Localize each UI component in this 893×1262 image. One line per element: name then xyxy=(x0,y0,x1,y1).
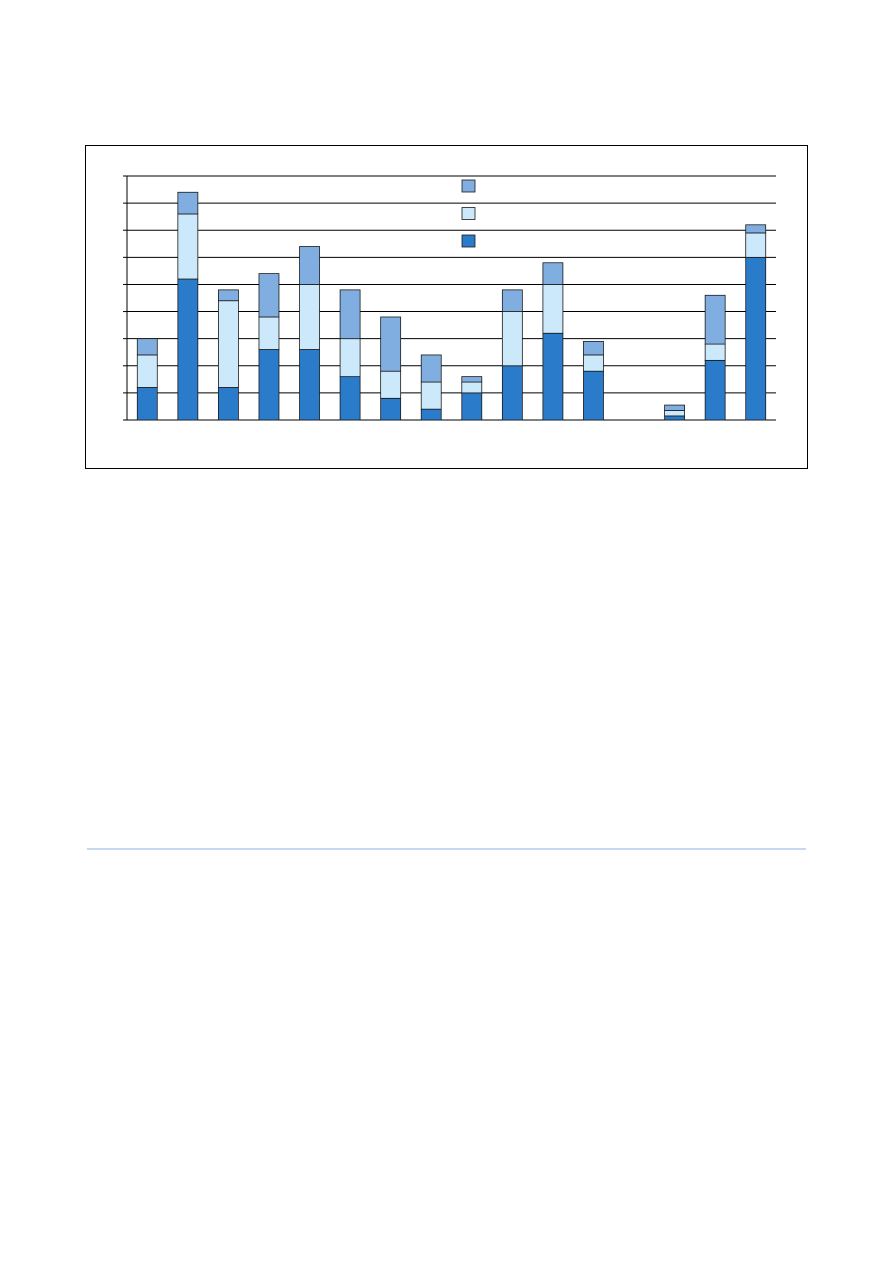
bar-segment xyxy=(420,354,442,383)
bar-segment xyxy=(299,284,320,350)
bar-segment xyxy=(461,381,483,394)
bar-segment xyxy=(177,191,199,215)
bar-segment xyxy=(704,359,726,421)
bar-segment xyxy=(745,224,767,234)
bar-segment xyxy=(218,387,239,421)
chart-frame xyxy=(85,145,808,469)
bar-segment xyxy=(136,354,158,388)
bar-segment xyxy=(218,289,239,302)
bar-segment xyxy=(380,316,402,372)
bar-segment xyxy=(339,338,361,378)
bar-segment xyxy=(461,376,483,383)
bar-segment xyxy=(542,284,564,334)
bar-segment xyxy=(299,349,320,421)
legend-swatch xyxy=(461,234,476,248)
bar-segment xyxy=(704,343,726,361)
bar-segment xyxy=(136,387,158,421)
bar-segment xyxy=(664,410,685,417)
bar-segment xyxy=(177,213,199,280)
bar-segment xyxy=(745,232,767,258)
bar-segment xyxy=(704,294,726,345)
bar-segment xyxy=(380,397,402,421)
bar-segment xyxy=(258,316,280,350)
bar-segment xyxy=(542,332,564,421)
bar-segment xyxy=(258,273,280,318)
bar-segment xyxy=(218,300,239,388)
bar-segment xyxy=(420,408,442,421)
bar-segment xyxy=(583,354,604,372)
bar-segment xyxy=(177,278,199,421)
legend-swatch xyxy=(461,179,476,193)
legend-swatch xyxy=(461,207,476,220)
bar-segment xyxy=(664,415,685,421)
bar-segment xyxy=(136,338,158,356)
bar-segment xyxy=(501,289,523,312)
bar-segment xyxy=(461,392,483,421)
bar-segment xyxy=(258,349,280,421)
bar-segment xyxy=(299,246,320,285)
bar-segment xyxy=(664,404,685,411)
bar-segment xyxy=(542,262,564,285)
bar-segment xyxy=(339,376,361,421)
bar-segment xyxy=(745,256,767,421)
bar-segment xyxy=(501,311,523,367)
bar-segment xyxy=(380,370,402,399)
bar-segment xyxy=(420,381,442,410)
bar-segment xyxy=(583,370,604,421)
bar-segment xyxy=(339,289,361,340)
bar-segment xyxy=(583,340,604,356)
bar-segment xyxy=(501,365,523,421)
